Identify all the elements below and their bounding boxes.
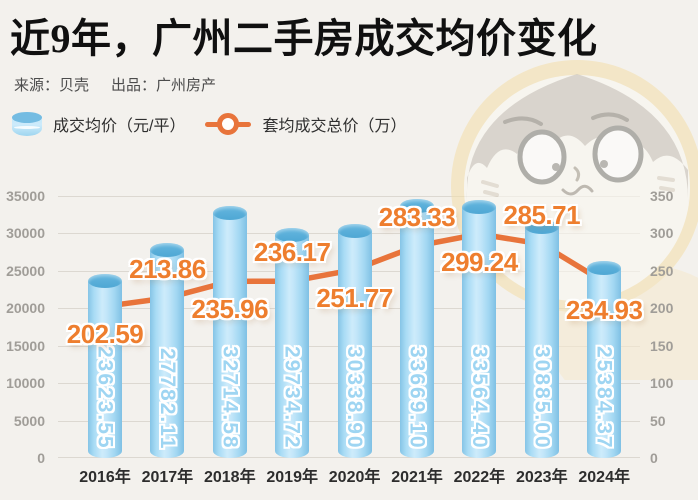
line-value-label: 236.17 (253, 237, 331, 268)
producer-text: 出品：广州房产 (111, 77, 217, 94)
legend-bar-label: 成交均价（元/平） (53, 118, 186, 135)
y-axis-tick-left: 5000 (13, 412, 45, 429)
chart-legend: 成交均价（元/平） 套均成交总价（万） (12, 112, 406, 136)
bar-top-ellipse (400, 198, 434, 213)
x-axis-label: 2021年 (391, 469, 443, 486)
bar-2023年: 30885.00 (524, 219, 559, 458)
x-axis-label: 2023年 (515, 469, 568, 486)
x-axis: 2016年 2017年 2018年 2019年 2020年 2021年 2022年 2023年… (58, 463, 640, 487)
bar-2019年: 29734.72 (275, 228, 310, 458)
y-axis-right: 0 50 100 150 200 250 300 350 (648, 189, 696, 465)
bar-value-label: 30338.90 (343, 346, 367, 450)
bar-value-label: 33564.40 (467, 346, 491, 450)
bar-top-ellipse (587, 260, 622, 275)
line-value-label: 251.77 (316, 282, 393, 313)
line-series-icon (205, 121, 252, 127)
x-axis-label: 2020年 (328, 469, 381, 486)
bar-2017年: 27782.11 (150, 243, 185, 458)
x-axis-label: 2019年 (266, 469, 318, 486)
bar-value-label: 32714.58 (218, 346, 242, 450)
bar-value-label: 29734.72 (280, 346, 304, 450)
y-axis-tick-left: 35000 (6, 188, 45, 204)
y-axis-tick-left: 25000 (6, 262, 45, 279)
bar-2020年: 30338.90 (337, 223, 372, 458)
legend-line-label: 套均成交总价（万） (262, 118, 407, 135)
bar-2024年: 25384.37 (587, 260, 622, 458)
bar-series-icon (12, 112, 42, 136)
bar-top-ellipse (524, 219, 559, 234)
page-title: 近9年，广州二手房成交均价变化 (10, 16, 598, 61)
y-axis-tick-right: 200 (650, 300, 674, 317)
line-value-label: 202.59 (66, 319, 144, 350)
bar-value-label: 27782.11 (155, 347, 179, 450)
y-axis-tick-left: 0 (37, 450, 45, 466)
plot-area: 23623.55 27782.11 32714.58 29734.72 30338.90… (58, 196, 643, 458)
line-value-label: 299.24 (441, 246, 518, 277)
bar-top-ellipse (212, 206, 247, 221)
bar-value-label: 23623.55 (93, 346, 117, 450)
legend-item-bar: 成交均价（元/平） (12, 112, 185, 136)
x-axis-label: 2016年 (79, 469, 131, 486)
line-value-label: 285.71 (503, 200, 581, 231)
line-value-label: 234.93 (565, 295, 643, 326)
y-axis-tick-right: 150 (650, 337, 674, 354)
bar-top-ellipse (88, 274, 122, 289)
bar-2021年: 33669.10 (400, 198, 434, 458)
line-value-label: 283.33 (378, 201, 456, 232)
mascot-hair (466, 74, 689, 205)
y-axis-tick-left: 15000 (6, 337, 45, 354)
mascot-illustration (451, 60, 698, 380)
bar-top-ellipse (462, 199, 497, 214)
bar-2018年: 32714.58 (212, 206, 247, 458)
bar-value-label: 25384.37 (592, 346, 616, 450)
x-axis-label: 2018年 (203, 469, 256, 486)
y-axis-tick-left: 10000 (6, 375, 45, 392)
y-axis-tick-right: 50 (650, 412, 666, 429)
y-axis-tick-right: 250 (650, 262, 674, 279)
bar-value-label: 33669.10 (405, 346, 429, 450)
bar-value-label: 30885.00 (530, 346, 554, 450)
source-line: 来源：贝壳 出品：广州房产 (14, 74, 216, 95)
x-axis-label: 2024年 (578, 469, 630, 486)
x-axis-label: 2017年 (141, 469, 194, 486)
y-axis-tick-right: 300 (650, 225, 674, 242)
bar-top-ellipse (150, 243, 185, 258)
bar-2016年: 23623.55 (88, 274, 122, 458)
y-axis-left: 0 5000 10000 15000 20000 25000 30000 35000 (0, 189, 50, 465)
bar-top-ellipse (275, 228, 310, 243)
y-axis-tick-left: 20000 (6, 300, 45, 317)
y-axis-tick-left: 30000 (6, 225, 45, 242)
y-axis-tick-right: 0 (650, 450, 658, 466)
legend-item-line: 套均成交总价（万） (205, 112, 406, 136)
line-value-label: 213.86 (129, 253, 206, 284)
y-axis-tick-right: 350 (650, 188, 674, 204)
gridline (58, 196, 640, 197)
line-value-label: 235.96 (191, 294, 269, 325)
bar-2022年: 33564.40 (462, 199, 497, 458)
bar-top-ellipse (337, 223, 372, 238)
y-axis-tick-right: 100 (650, 375, 674, 392)
x-axis-label: 2022年 (453, 469, 506, 486)
source-text: 来源：贝壳 (14, 77, 90, 94)
